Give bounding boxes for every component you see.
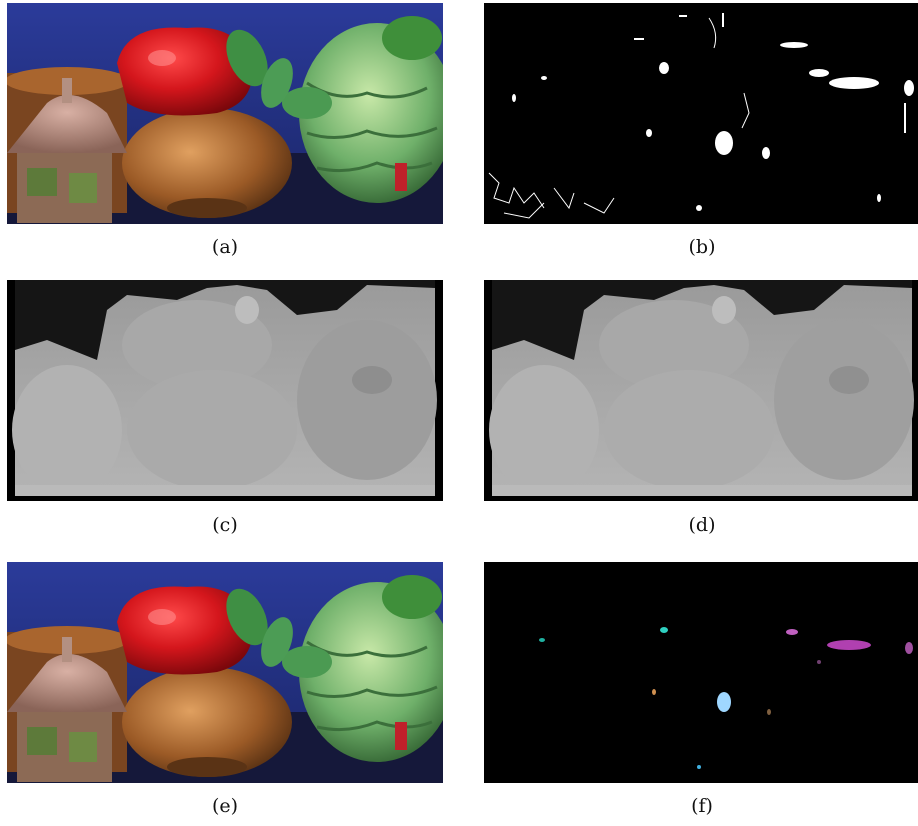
caption-b: (b)	[688, 236, 716, 258]
caption-a: (a)	[211, 236, 239, 258]
disparity-image-d	[484, 280, 918, 501]
error-image	[484, 562, 918, 783]
caption-e: (e)	[211, 795, 239, 817]
reconstructed-image	[7, 562, 443, 783]
caption-c: (c)	[212, 514, 238, 536]
panel-b-binary-mask	[484, 3, 918, 224]
panel-f-error-map	[484, 562, 918, 783]
panel-a-original-image	[7, 3, 443, 224]
panel-d-disparity-map	[484, 280, 918, 501]
caption-d: (d)	[688, 514, 716, 536]
disparity-image-c	[7, 280, 443, 501]
panel-e-reconstructed-image	[7, 562, 443, 783]
mask-image	[484, 3, 918, 224]
scene-image	[7, 3, 443, 224]
caption-f: (f)	[691, 795, 713, 817]
panel-c-disparity-map	[7, 280, 443, 501]
